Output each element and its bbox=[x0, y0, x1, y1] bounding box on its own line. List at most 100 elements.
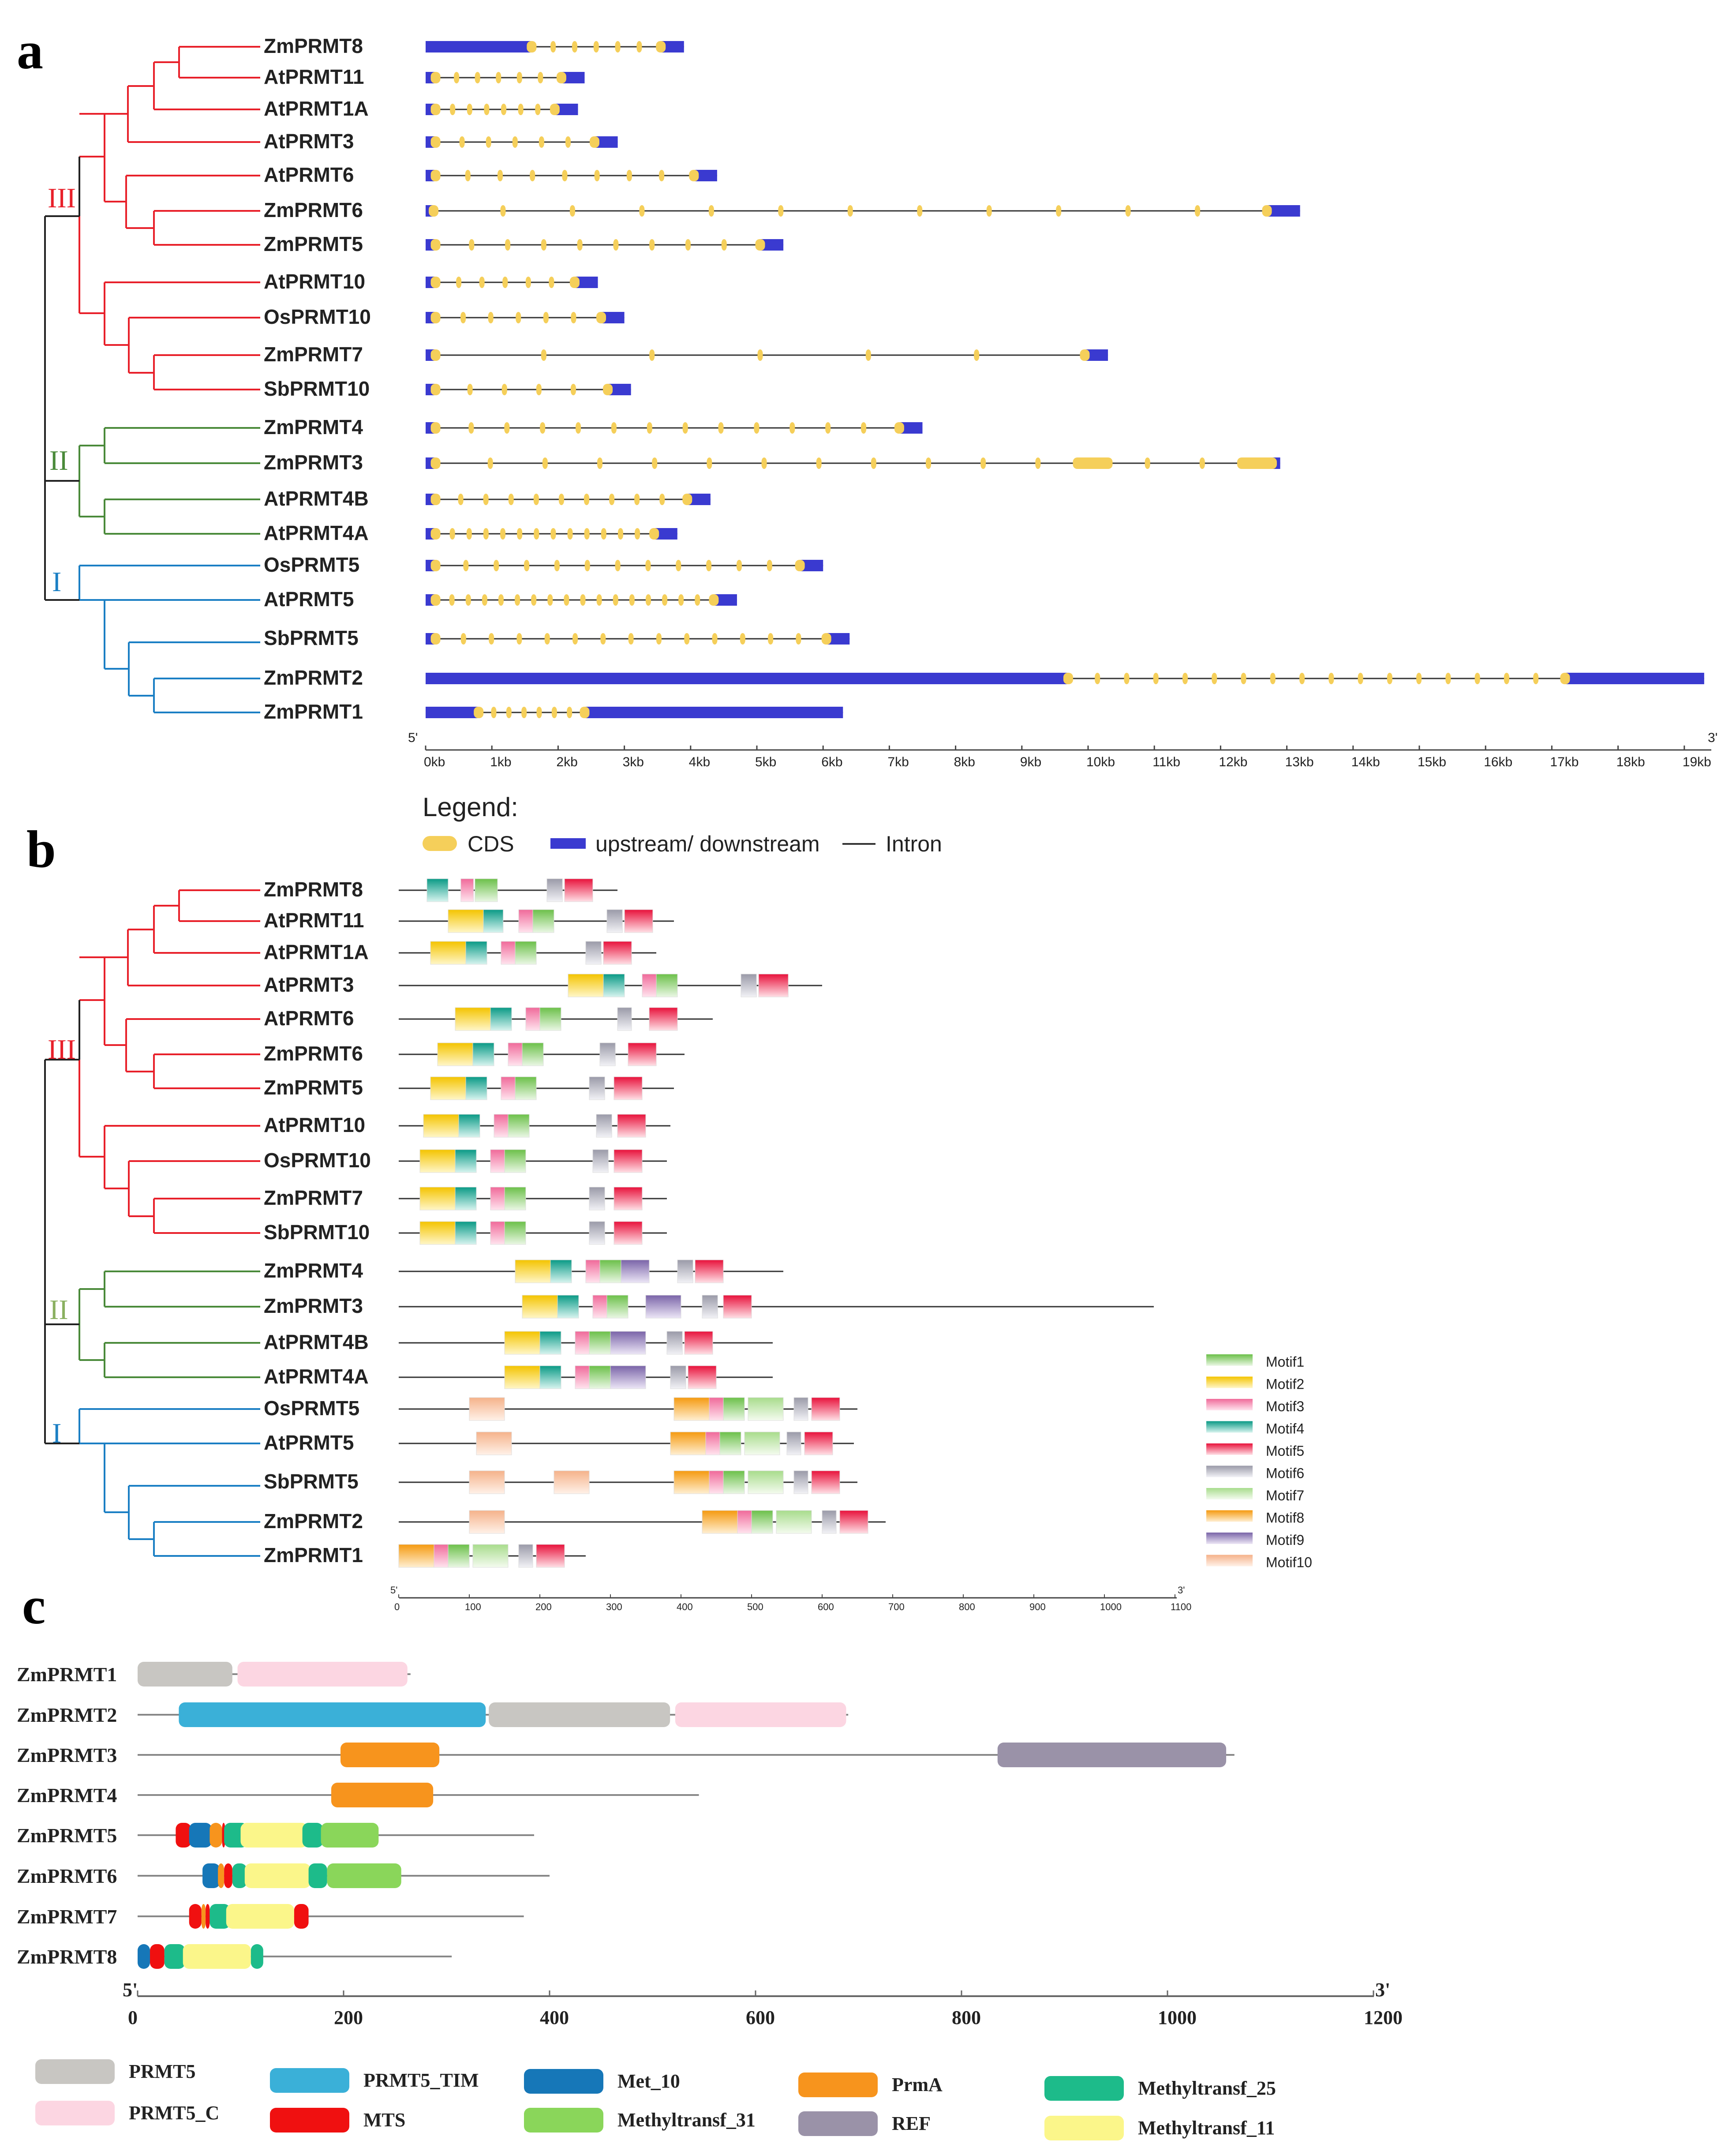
motif-10-block-AtPRMT5 bbox=[476, 1432, 512, 1455]
motif-6-block-AtPRMT6 bbox=[617, 1007, 632, 1031]
legend-motif-6-swatch bbox=[1206, 1465, 1253, 1477]
cds-exon-OsPRMT10 bbox=[596, 312, 606, 323]
legend-motif-4-swatch bbox=[1206, 1421, 1253, 1433]
motif-2-block-AtPRMT3 bbox=[568, 974, 604, 997]
motif-4-block-AtPRMT1A bbox=[465, 941, 487, 965]
motif-4-block-AtPRMT4A bbox=[539, 1365, 561, 1389]
cds-exon-ZmPRMT4 bbox=[611, 422, 617, 434]
motif-1-block-AtPRMT10 bbox=[508, 1114, 530, 1138]
axis-a-tick-label: 18kb bbox=[1616, 755, 1645, 769]
cds-exon-ZmPRMT1 bbox=[536, 707, 542, 718]
motif-1-block-AtPRMT5 bbox=[719, 1432, 741, 1455]
cds-exon-AtPRMT1A bbox=[501, 104, 507, 115]
utr-downstream-ZmPRMT6 bbox=[1267, 205, 1300, 217]
cds-exon-AtPRMT4B bbox=[584, 494, 589, 505]
motif-3-block-AtPRMT3 bbox=[642, 974, 657, 997]
motif-2-block-AtPRMT6 bbox=[455, 1007, 491, 1031]
motif-6-block-OsPRMT5 bbox=[793, 1397, 808, 1421]
cds-exon-OsPRMT5 bbox=[645, 560, 651, 571]
motif-7-block-OsPRMT5 bbox=[748, 1397, 784, 1421]
cds-exon-AtPRMT5 bbox=[695, 594, 700, 606]
cds-exon-AtPRMT10 bbox=[479, 277, 485, 288]
motif-2-block-AtPRMT10 bbox=[423, 1114, 459, 1138]
panel-a-legend: Legend: CDS upstream/ downstream Intron bbox=[423, 792, 942, 856]
motif-2-block-SbPRMT10 bbox=[419, 1221, 456, 1245]
domain-methyltransf_11-ZmPRMT6 bbox=[244, 1863, 311, 1888]
cds-exon-AtPRMT4A bbox=[466, 528, 472, 540]
cds-exon-ZmPRMT6 bbox=[639, 205, 645, 217]
cds-exon-AtPRMT1A bbox=[535, 104, 541, 115]
cds-exon-AtPRMT5 bbox=[449, 594, 455, 606]
cds-exon-AtPRMT6 bbox=[465, 170, 471, 181]
axis-c-tick-label: 800 bbox=[952, 2007, 981, 2028]
motif-3-block-AtPRMT11 bbox=[518, 909, 533, 933]
panel-b-group-I-label: I bbox=[52, 1417, 61, 1449]
cds-exon-ZmPRMT3 bbox=[652, 457, 658, 469]
motif-2-block-ZmPRMT4 bbox=[515, 1259, 551, 1283]
cds-exon-ZmPRMT1 bbox=[580, 707, 590, 718]
domain-prma-ZmPRMT7 bbox=[201, 1904, 206, 1929]
motif-gene-label-OsPRMT5: OsPRMT5 bbox=[264, 1397, 359, 1420]
cds-exon-ZmPRMT3 bbox=[430, 457, 441, 469]
cds-exon-ZmPRMT4 bbox=[789, 422, 795, 434]
motif-gene-label-ZmPRMT1: ZmPRMT1 bbox=[264, 1544, 363, 1567]
motif-gene-label-ZmPRMT6: ZmPRMT6 bbox=[264, 1042, 363, 1065]
gene-label-ZmPRMT2: ZmPRMT2 bbox=[264, 666, 363, 689]
motif-1-block-OsPRMT10 bbox=[504, 1149, 526, 1173]
panel-b-group-III-label: III bbox=[48, 1034, 76, 1065]
cds-exon-ZmPRMT2 bbox=[1560, 673, 1570, 684]
cds-exon-AtPRMT5 bbox=[629, 594, 635, 606]
cds-exon-AtPRMT3 bbox=[459, 136, 465, 148]
utr-upstream-ZmPRMT8 bbox=[426, 41, 532, 52]
legend-utr-swatch bbox=[550, 838, 586, 849]
cds-exon-AtPRMT5 bbox=[662, 594, 668, 606]
motif-5-block-ZmPRMT5 bbox=[614, 1076, 643, 1100]
cds-exon-ZmPRMT3 bbox=[1035, 457, 1041, 469]
cds-exon-ZmPRMT6 bbox=[500, 205, 506, 217]
cds-exon-ZmPRMT5 bbox=[469, 239, 475, 251]
motif-3-block-ZmPRMT7 bbox=[490, 1187, 505, 1211]
motif-6-block-AtPRMT5 bbox=[786, 1432, 801, 1455]
motif-gene-label-ZmPRMT2: ZmPRMT2 bbox=[264, 1510, 363, 1533]
axis-b-tick-label: 900 bbox=[1029, 1601, 1046, 1612]
motif-1-block-ZmPRMT7 bbox=[504, 1187, 526, 1211]
cds-exon-SbPRMT5 bbox=[572, 633, 578, 645]
motif-5-block-ZmPRMT3 bbox=[723, 1295, 752, 1319]
cds-exon-ZmPRMT5 bbox=[721, 239, 727, 251]
cds-exon-AtPRMT5 bbox=[430, 594, 441, 606]
motif-4-block-AtPRMT3 bbox=[603, 974, 625, 997]
cds-exon-AtPRMT6 bbox=[594, 170, 600, 181]
cds-exon-ZmPRMT6 bbox=[708, 205, 714, 217]
cds-exon-AtPRMT1A bbox=[467, 104, 472, 115]
domain-prma-ZmPRMT5 bbox=[210, 1823, 222, 1848]
panel-b-label: b bbox=[26, 820, 56, 878]
motif-5-block-AtPRMT6 bbox=[649, 1007, 678, 1031]
motif-5-block-SbPRMT5 bbox=[811, 1470, 840, 1494]
motif-7-block-SbPRMT5 bbox=[748, 1470, 784, 1494]
motif-10-block-SbPRMT5 bbox=[469, 1470, 505, 1494]
domain-prmt5-ZmPRMT2 bbox=[489, 1702, 670, 1727]
panel-b-group-II-label: II bbox=[49, 1294, 68, 1325]
cds-exon-SbPRMT5 bbox=[740, 633, 745, 645]
legend-motif-9-label: Motif9 bbox=[1266, 1532, 1304, 1548]
cds-exon-AtPRMT3 bbox=[512, 136, 518, 148]
motif-7-block-ZmPRMT2 bbox=[776, 1510, 812, 1534]
cds-exon-ZmPRMT1 bbox=[506, 707, 512, 718]
domain-mts-ZmPRMT6 bbox=[224, 1863, 232, 1888]
motif-3-block-AtPRMT6 bbox=[525, 1007, 540, 1031]
motif-6-block-AtPRMT1A bbox=[585, 941, 602, 965]
cds-exon-OsPRMT5 bbox=[524, 560, 530, 571]
motif-1-block-ZmPRMT2 bbox=[751, 1510, 773, 1534]
cds-exon-ZmPRMT5 bbox=[505, 239, 511, 251]
cds-exon-AtPRMT4A bbox=[550, 528, 556, 540]
legend-cds-label: CDS bbox=[468, 832, 514, 856]
cds-exon-OsPRMT5 bbox=[795, 560, 805, 571]
cds-exon-ZmPRMT6 bbox=[429, 205, 439, 217]
motif-5-block-AtPRMT4B bbox=[684, 1331, 713, 1355]
motif-gene-label-ZmPRMT4: ZmPRMT4 bbox=[264, 1259, 363, 1282]
legend-domain-methyltransf_11-swatch bbox=[1044, 2116, 1124, 2140]
motif-5-block-OsPRMT5 bbox=[811, 1397, 840, 1421]
cds-exon-AtPRMT5 bbox=[613, 594, 618, 606]
cds-exon-AtPRMT4A bbox=[635, 528, 640, 540]
motif-6-block-ZmPRMT6 bbox=[599, 1042, 616, 1066]
